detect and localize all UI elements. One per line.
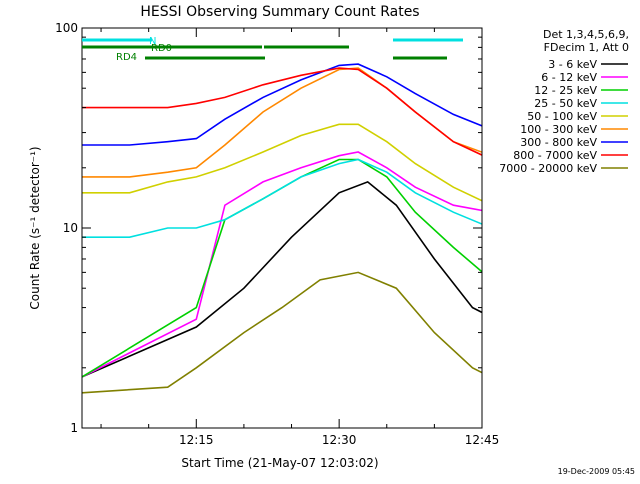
series-group	[82, 63, 482, 394]
legend-label-9: 7000 - 20000 keV	[499, 162, 597, 175]
series-line-9	[82, 271, 482, 394]
legend-label-8: 800 - 7000 keV	[513, 149, 597, 162]
legend-label-1: 3 - 6 keV	[548, 58, 597, 71]
legend-label-4: 25 - 50 keV	[534, 97, 597, 110]
footer-date: 19-Dec-2009 05:45	[558, 467, 635, 476]
annotation-label-rd0: RD0	[151, 43, 172, 54]
annotation-label-rd4: RD4	[116, 52, 137, 63]
y-tick-label: 10	[63, 221, 78, 235]
legend-label-5: 50 - 100 keV	[527, 110, 597, 123]
series-line-8	[82, 67, 482, 156]
series-line-2	[82, 151, 482, 378]
y-tick-label: 100	[55, 21, 78, 35]
legend-label-6: 100 - 300 keV	[520, 123, 597, 136]
y-axis-label: Count Rate (s⁻¹ detector⁻¹)	[28, 146, 42, 309]
x-tick-label: 12:45	[465, 433, 500, 447]
x-tick-label: 12:15	[179, 433, 214, 447]
legend-label-2: 6 - 12 keV	[541, 71, 597, 84]
series-line-1	[82, 180, 482, 378]
chart-title: HESSI Observing Summary Count Rates	[140, 4, 419, 20]
y-tick-label: 1	[70, 421, 78, 435]
legend-header-line-2: FDecim 1, Att 0	[544, 41, 629, 54]
annotation-label-n: N	[149, 36, 156, 47]
series-line-6	[82, 67, 482, 178]
legend-label-3: 12 - 25 keV	[534, 84, 597, 97]
series-line-7	[82, 63, 482, 146]
series-line-4	[82, 158, 482, 238]
x-axis-label: Start Time (21-May-07 12:03:02)	[181, 456, 378, 470]
x-tick-label: 12:30	[322, 433, 357, 447]
series-line-5	[82, 123, 482, 202]
legend-label-7: 300 - 800 keV	[520, 136, 597, 149]
legend-header-line-1: Det 1,3,4,5,6,9,	[543, 28, 629, 41]
